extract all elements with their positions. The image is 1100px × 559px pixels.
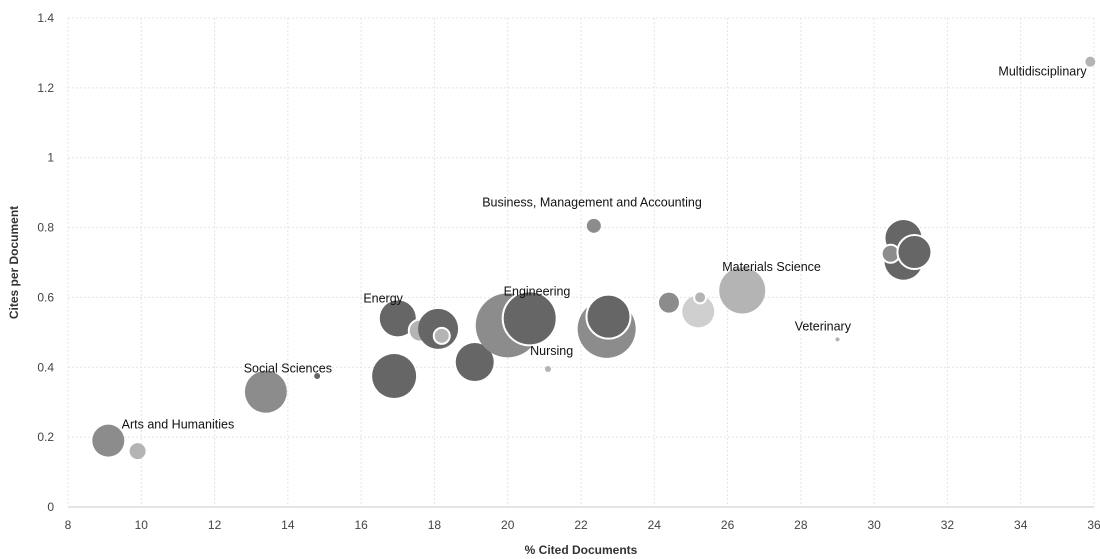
bubble-annotation: Multidisciplinary: [998, 65, 1087, 79]
x-tick-label: 10: [135, 518, 149, 532]
x-tick-label: 28: [794, 518, 808, 532]
bubble-annotation: Energy: [363, 292, 403, 306]
bubble: [658, 292, 679, 313]
x-tick-label: 18: [428, 518, 442, 532]
bubble: [501, 290, 558, 347]
y-axis-title: Cites per Document: [7, 206, 21, 319]
x-tick-label: 8: [65, 518, 72, 532]
bubble: [92, 424, 125, 457]
x-axis-title: % Cited Documents: [525, 543, 638, 557]
chart-grid: [67, 17, 1095, 508]
x-tick-label: 32: [941, 518, 955, 532]
bubble: [585, 293, 632, 340]
bubble-annotation: Social Sciences: [244, 362, 332, 376]
x-tick-label: 30: [867, 518, 881, 532]
x-tick-label: 14: [281, 518, 295, 532]
bubble: [835, 337, 840, 342]
y-tick-label: 1.4: [37, 11, 54, 25]
x-tick-label: 12: [208, 518, 222, 532]
x-tick-label: 22: [574, 518, 588, 532]
y-tick-label: 1.2: [37, 81, 54, 95]
x-tick-label: 16: [354, 518, 368, 532]
y-tick-label: 0.6: [37, 290, 54, 304]
bubble: [244, 370, 287, 413]
y-tick-labels: 0 0.2 0.4 0.6 0.8 1 1.2 1.4: [37, 11, 54, 514]
bubble: [129, 443, 146, 460]
x-tick-label: 36: [1087, 518, 1100, 532]
bubble: [896, 234, 933, 271]
y-tick-label: 0.2: [37, 430, 54, 444]
x-tick-label: 24: [648, 518, 662, 532]
x-tick-labels: 8 10 12 14 16 18 20 22 24 26 28 30 32 34 36: [65, 518, 1100, 532]
bubble-annotations: Multidisciplinary Business, Management an…: [122, 65, 1088, 432]
bubble: [682, 295, 715, 328]
bubble-annotation: Engineering: [504, 285, 571, 299]
bubble: [314, 373, 321, 380]
x-tick-label: 20: [501, 518, 515, 532]
bubble: [719, 267, 766, 314]
y-tick-label: 0: [47, 500, 54, 514]
bubble-annotation: Arts and Humanities: [122, 417, 235, 431]
bubble-annotation: Business, Management and Accounting: [482, 196, 702, 210]
bubble: [693, 290, 708, 305]
bubble-annotation: Veterinary: [795, 320, 852, 334]
bubble: [379, 300, 416, 337]
bubble-annotation: Nursing: [530, 344, 573, 358]
bubble: [1085, 56, 1096, 67]
bubble-annotation: Materials Science: [722, 260, 821, 274]
y-tick-label: 0.4: [37, 360, 54, 374]
y-tick-label: 0.8: [37, 221, 54, 235]
bubble: [372, 354, 417, 399]
y-tick-label: 1: [47, 151, 54, 165]
bubble: [586, 218, 601, 233]
bubble-series: [92, 56, 1096, 460]
bubble: [432, 326, 451, 345]
x-tick-label: 34: [1014, 518, 1028, 532]
bubble: [455, 343, 494, 382]
x-tick-label: 26: [721, 518, 735, 532]
bubble: [545, 366, 552, 373]
